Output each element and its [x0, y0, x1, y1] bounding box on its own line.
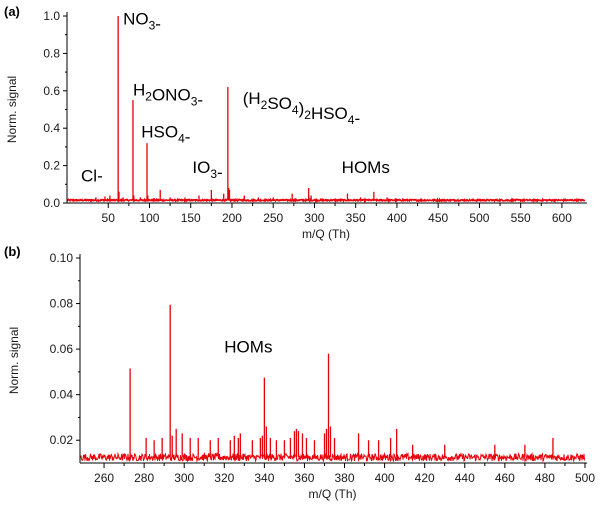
y-tick-label: 0.0: [43, 196, 60, 210]
peak-annotation: NO3-: [123, 9, 161, 33]
panel-b: (b) 0.02 0.04 0.06 0.08 0.10 260 280 300 320 340 36…: [4, 244, 595, 501]
x-tick-label: 400: [387, 211, 407, 225]
y-tick-label: 0.04: [50, 388, 74, 402]
y-tick-label: 1.0: [43, 9, 60, 23]
peak-annotation: (H2SO4)2HSO4-: [243, 89, 360, 128]
baseline-noise-trace: [66, 197, 586, 204]
panel-label: (b): [4, 244, 21, 259]
peak-annotation: IO3-: [192, 158, 222, 182]
y-tick-label: 0.08: [50, 297, 74, 311]
peak-annotation: HSO4-: [141, 123, 190, 147]
x-tick-label: 50: [102, 211, 116, 225]
y-tick-label: 0.8: [43, 46, 60, 60]
x-tick-label: 550: [511, 211, 531, 225]
x-tick-label: 250: [263, 211, 283, 225]
peak-annotation: H2ONO3-: [133, 80, 203, 109]
x-tick-label: 380: [335, 471, 355, 485]
y-tick-label: 0.6: [43, 84, 60, 98]
peak-annotation: Cl-: [81, 166, 103, 185]
x-tick-label: 480: [535, 471, 555, 485]
y-tick-label: 0.10: [50, 251, 74, 265]
x-tick-label: 100: [139, 211, 159, 225]
y-axis-label: Norm. signal: [5, 76, 19, 143]
x-tick-label: 260: [94, 471, 114, 485]
panel-label: (a): [4, 4, 20, 19]
y-axis-label: Norm. signal: [7, 327, 21, 394]
peak-annotation: HOMs: [342, 158, 390, 177]
y-tick-label: 0.02: [50, 433, 74, 447]
panel-a: (a) 0.0 0.2 0.4 0.6 0.8 1.0 50 100 150 200 250 300 35…: [4, 4, 587, 241]
x-tick-label: 320: [214, 471, 234, 485]
baseline-noise-trace: [79, 451, 585, 463]
x-axis-label: m/Q (Th): [302, 227, 350, 241]
x-tick-label: 400: [375, 471, 395, 485]
y-tick-label: 0.06: [50, 342, 74, 356]
x-axis-label: m/Q (Th): [309, 487, 357, 501]
x-tick-label: 350: [346, 211, 366, 225]
x-tick-label: 600: [552, 211, 572, 225]
x-tick-label: 150: [181, 211, 201, 225]
x-tick-label: 300: [174, 471, 194, 485]
x-tick-label: 500: [575, 471, 595, 485]
y-tick-label: 0.4: [43, 121, 60, 135]
x-tick-label: 200: [222, 211, 242, 225]
x-tick-label: 280: [134, 471, 154, 485]
y-tick-label: 0.2: [43, 159, 60, 173]
peak-annotation: HOMs: [224, 338, 272, 357]
x-tick-label: 340: [254, 471, 274, 485]
x-tick-label: 420: [415, 471, 435, 485]
x-tick-label: 360: [294, 471, 314, 485]
x-tick-label: 500: [469, 211, 489, 225]
x-tick-label: 300: [304, 211, 324, 225]
x-tick-label: 460: [495, 471, 515, 485]
x-tick-label: 450: [428, 211, 448, 225]
x-tick-label: 440: [455, 471, 475, 485]
